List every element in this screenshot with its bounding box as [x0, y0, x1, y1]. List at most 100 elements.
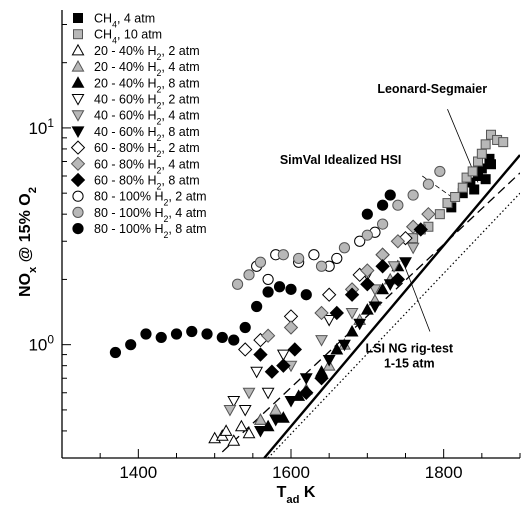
data-point [434, 165, 446, 178]
legend-label: 80 - 100% H2, 4 atm [94, 206, 207, 224]
data-point [368, 284, 382, 296]
data-point [251, 300, 263, 313]
data-point [322, 315, 336, 327]
legend-label: 40 - 60% H2, 8 atm [94, 125, 200, 143]
data-point [330, 342, 344, 355]
data-point [293, 252, 305, 265]
legend-marker [70, 156, 86, 171]
data-point [422, 178, 434, 190]
data-point [253, 347, 268, 362]
data-point [360, 263, 375, 278]
data-point [485, 159, 496, 170]
data-point [276, 358, 291, 373]
data-point [405, 219, 421, 234]
data-point [254, 413, 267, 425]
data-point [461, 172, 472, 183]
data-point [254, 425, 267, 438]
data-point [216, 331, 228, 344]
data-point [321, 287, 337, 302]
legend-label: 60 - 80% H2, 8 atm [94, 174, 200, 192]
data-point [345, 308, 359, 320]
legend-label: 80 - 100% H2, 8 atm [94, 222, 207, 240]
reference-line [263, 154, 520, 458]
legend-label: 60 - 80% H2, 2 atm [94, 141, 200, 159]
x-tick-label: 1800 [425, 463, 463, 482]
data-point [299, 385, 314, 400]
data-point [285, 283, 297, 295]
data-point [254, 256, 267, 268]
data-point [345, 324, 359, 337]
y-axis-label: NOx @ 15% O2 [17, 187, 39, 297]
data-point [480, 139, 491, 150]
data-point [273, 281, 286, 293]
annotation-label: SimVal Idealized HSI [280, 153, 402, 167]
reference-line [267, 192, 520, 458]
data-point [413, 222, 428, 237]
data-point [377, 218, 389, 230]
data-point [315, 260, 328, 272]
data-point [338, 339, 351, 352]
legend-label: 20 - 40% H2, 4 atm [94, 60, 200, 78]
annotation-label: LSI NG rig-test 1-15 atm [366, 342, 454, 371]
data-point [227, 395, 241, 408]
legend-marker [72, 206, 84, 218]
data-point [322, 355, 336, 367]
data-point [308, 249, 320, 261]
data-point [485, 129, 496, 140]
data-point [434, 209, 445, 220]
data-point [231, 278, 244, 290]
data-point [219, 424, 233, 436]
data-point [250, 366, 264, 379]
legend-label: 40 - 60% H2, 4 atm [94, 109, 200, 127]
axes: 1400 1600 1800 100 101 [28, 10, 521, 482]
data-point [238, 342, 253, 357]
data-point [421, 206, 436, 222]
legend-label: 40 - 60% H2, 2 atm [94, 93, 200, 111]
legend-label: 20 - 40% H2, 2 atm [94, 44, 200, 62]
legend-marker [71, 94, 85, 106]
data-point [155, 331, 167, 344]
data-point [269, 414, 283, 427]
data-point [360, 303, 374, 315]
data-point [353, 318, 367, 331]
data-point [300, 289, 312, 301]
data-point [344, 287, 360, 302]
legend-marker [72, 223, 84, 235]
legend-marker [71, 43, 85, 56]
legend-marker [71, 126, 85, 139]
legend-marker [73, 13, 83, 23]
data-point [186, 325, 198, 338]
data-point [377, 199, 389, 211]
data-point [283, 320, 299, 335]
data-point [368, 301, 382, 314]
data-point [239, 321, 251, 334]
data-point [480, 174, 491, 185]
data-point [276, 349, 290, 362]
y-tick-label: 100 [28, 333, 54, 355]
data-point [262, 286, 274, 298]
data-point [264, 364, 280, 379]
data-point [457, 182, 468, 193]
data-point [242, 426, 256, 439]
data-point [498, 137, 509, 148]
data-point [201, 328, 213, 340]
x-tick-label: 1600 [272, 463, 310, 482]
data-point [269, 403, 283, 415]
data-point [361, 208, 373, 220]
data-point [228, 334, 240, 346]
data-point [262, 273, 274, 286]
data-point [450, 192, 461, 203]
data-points [109, 129, 509, 446]
legend-marker [71, 59, 85, 72]
legend-label: 20 - 40% H2, 8 atm [94, 76, 200, 94]
data-point [387, 261, 401, 273]
data-point [476, 148, 487, 159]
data-point [223, 404, 237, 417]
data-point [399, 257, 412, 269]
data-point [125, 339, 137, 351]
data-point [390, 234, 406, 249]
data-point [243, 269, 255, 281]
data-point [354, 235, 366, 247]
legend-label: 80 - 100% H2, 2 atm [94, 190, 207, 208]
